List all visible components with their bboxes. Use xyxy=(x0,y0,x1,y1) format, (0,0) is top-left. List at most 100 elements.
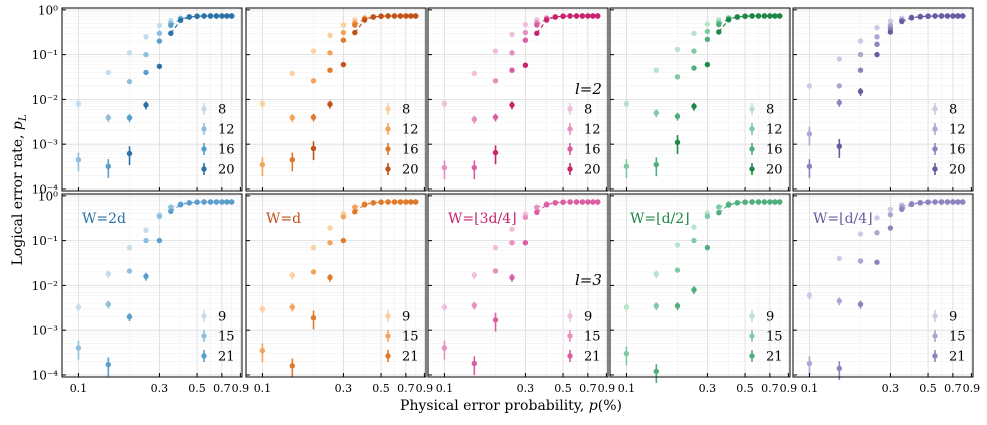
y-axis-label-sub: L xyxy=(18,114,29,122)
legend-label: 21 xyxy=(949,350,966,365)
data-point xyxy=(492,268,499,274)
data-point xyxy=(716,21,722,28)
x-tick-label: 0.9 xyxy=(232,382,250,395)
data-point xyxy=(874,215,880,221)
data-point xyxy=(836,143,842,149)
data-point xyxy=(590,13,596,19)
legend-marker xyxy=(201,333,207,339)
data-point xyxy=(806,83,813,89)
data-point xyxy=(194,199,200,205)
legend-marker xyxy=(201,146,207,152)
data-point xyxy=(352,22,358,28)
data-point xyxy=(207,13,214,19)
data-point xyxy=(340,29,347,36)
legend-marker xyxy=(932,146,938,152)
x-axis-label-unit: (%) xyxy=(598,398,622,414)
data-point xyxy=(75,157,82,163)
data-point xyxy=(105,115,112,121)
data-point xyxy=(653,303,659,309)
legend-label: 20 xyxy=(766,163,783,178)
data-point xyxy=(857,88,864,95)
data-point xyxy=(725,202,732,208)
legend-label: 16 xyxy=(218,143,235,158)
data-point xyxy=(716,210,722,216)
data-point xyxy=(413,13,419,19)
data-point xyxy=(806,292,813,298)
data-point xyxy=(229,13,235,19)
panels-layer: 8 12 16 20 10⁰ 10⁻¹ 10⁻² 10⁻³ 10⁻⁴ 8 12 16 20 8 12 16 20… xyxy=(32,3,981,395)
data-point xyxy=(534,30,540,36)
data-point xyxy=(168,204,174,210)
data-point xyxy=(289,70,295,77)
data-point xyxy=(836,365,842,372)
legend-label: 15 xyxy=(218,330,235,345)
data-point xyxy=(105,301,112,307)
legend-marker xyxy=(385,146,391,152)
data-point xyxy=(579,13,586,19)
data-point xyxy=(259,101,266,107)
legend-label: 8 xyxy=(949,103,957,118)
data-point xyxy=(352,204,358,210)
data-point xyxy=(522,214,529,221)
legend-label: 9 xyxy=(402,310,410,325)
x-tick-label: 0.9 xyxy=(416,382,434,395)
legend-label: 20 xyxy=(402,163,419,178)
data-point xyxy=(522,62,529,68)
y-axis-label-var: p xyxy=(10,121,26,130)
panel-label: W=2d xyxy=(82,211,126,227)
y-tick-label: 10⁻¹ xyxy=(32,48,58,62)
data-point xyxy=(567,13,573,19)
legend-label: 15 xyxy=(766,330,783,345)
data-point xyxy=(734,200,740,206)
data-point xyxy=(408,199,414,205)
y-tick-label: 10⁻⁴ xyxy=(32,182,59,196)
data-point xyxy=(899,206,905,212)
data-point xyxy=(560,199,566,205)
data-point xyxy=(340,61,347,68)
data-point xyxy=(857,301,864,307)
data-point xyxy=(391,13,398,19)
legend-marker xyxy=(749,166,755,172)
data-point xyxy=(623,101,630,107)
x-axis-label-main: Physical error probability, xyxy=(400,398,589,414)
data-point xyxy=(156,30,163,36)
legend-label: 16 xyxy=(584,143,601,158)
data-point xyxy=(691,237,697,244)
legend-label: 21 xyxy=(584,350,601,365)
data-point xyxy=(361,202,368,208)
data-point xyxy=(441,345,448,351)
data-point xyxy=(691,287,697,293)
data-point xyxy=(836,83,842,89)
data-point xyxy=(441,101,448,107)
x-tick-label: 0.9 xyxy=(598,382,616,395)
data-point xyxy=(653,161,659,168)
data-point xyxy=(806,131,813,137)
legend-marker xyxy=(385,353,391,359)
panel-label: W=⌊3d/4⌋ xyxy=(448,211,517,227)
data-point xyxy=(509,226,515,232)
data-point xyxy=(509,102,515,108)
row-label: l=3 xyxy=(575,271,602,289)
legend-label: 9 xyxy=(766,310,774,325)
data-point xyxy=(674,242,681,248)
data-point xyxy=(259,161,266,168)
data-point xyxy=(543,202,550,208)
legend-label: 12 xyxy=(584,123,601,138)
data-point xyxy=(385,13,391,19)
data-point xyxy=(310,48,317,54)
data-point xyxy=(767,13,773,19)
x-tick-label: 0.1 xyxy=(618,382,636,395)
data-point xyxy=(887,18,894,24)
data-point xyxy=(777,13,783,19)
legend-marker xyxy=(932,353,938,359)
legend-label: 12 xyxy=(766,123,783,138)
data-point xyxy=(674,267,681,273)
data-point xyxy=(595,13,601,19)
data-point xyxy=(509,31,515,38)
legend-marker xyxy=(201,126,207,132)
data-point xyxy=(385,199,391,205)
data-point xyxy=(156,38,163,44)
data-point xyxy=(126,314,133,320)
